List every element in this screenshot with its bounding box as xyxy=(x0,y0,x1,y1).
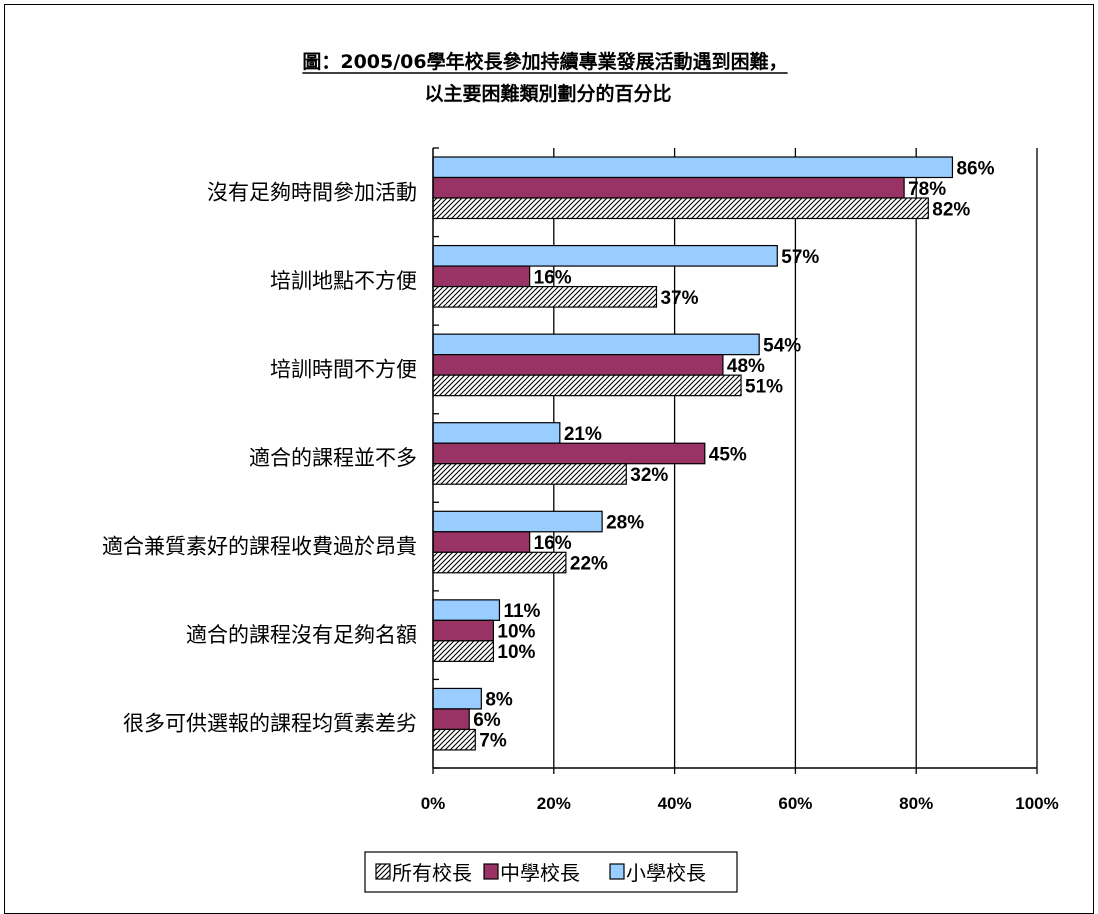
bar xyxy=(432,640,495,662)
legend-swatch xyxy=(375,863,391,880)
bar xyxy=(432,510,603,533)
x-tick-labels: 0% 20% 40% 60% 80% 100% xyxy=(421,794,1059,813)
category-label: 適合的課程沒有足夠名額 xyxy=(186,623,417,647)
category-label: 很多可供選報的課程均質素差劣 xyxy=(123,712,417,736)
data-label: 82% xyxy=(932,199,970,220)
bar xyxy=(432,156,954,179)
bar xyxy=(432,551,567,574)
x-tick-label: 80% xyxy=(899,794,933,813)
bar xyxy=(432,285,658,308)
bar xyxy=(432,333,760,356)
legend-label: 小學校長 xyxy=(626,861,706,885)
bar xyxy=(432,374,742,397)
data-label: 32% xyxy=(630,465,668,486)
chart-subtitle: 以主要困難類別劃分的百分比 xyxy=(424,82,671,105)
legend-label: 中學校長 xyxy=(500,861,580,885)
data-label: 54% xyxy=(763,335,801,356)
bar xyxy=(432,422,561,444)
bar xyxy=(432,463,627,485)
bar xyxy=(432,197,929,220)
data-label: 7% xyxy=(479,731,507,752)
category-label: 適合的課程並不多 xyxy=(249,446,417,470)
category-label: 培訓地點不方便 xyxy=(270,269,417,293)
bar xyxy=(432,442,706,465)
data-label: 16% xyxy=(534,533,572,554)
category-label: 沒有足夠時間參加活動 xyxy=(207,180,417,204)
legend-box xyxy=(364,851,738,893)
axes xyxy=(432,147,1037,769)
data-label: 37% xyxy=(660,288,698,309)
bars xyxy=(432,156,954,751)
data-label: 48% xyxy=(727,356,765,377)
x-tick-label: 0% xyxy=(421,794,446,813)
value-labels: 86% 78%82% 57% 16% 37% 54%48%51% 21% 45% 32% 28% 1… xyxy=(473,158,994,751)
x-tick-label: 40% xyxy=(658,794,692,813)
data-label: 10% xyxy=(497,642,535,663)
data-label: 21% xyxy=(564,424,602,445)
category-label: 適合兼質素好的課程收費過於昂貴 xyxy=(102,535,417,559)
bar xyxy=(432,354,724,376)
bar xyxy=(432,265,531,288)
bar xyxy=(432,176,905,199)
legend: 所有校長 中學校長 小學校長 xyxy=(364,851,738,893)
data-label: 57% xyxy=(781,247,819,268)
data-label: 51% xyxy=(745,376,783,397)
bar xyxy=(432,687,482,710)
data-label: 78% xyxy=(908,179,946,200)
data-label: 16% xyxy=(534,267,572,288)
data-label: 10% xyxy=(497,622,535,643)
bar xyxy=(432,531,531,553)
chart-title: 圖：2005/06學年校長參加持續專業發展活動遇到困難， xyxy=(302,50,787,73)
x-tick-label: 60% xyxy=(778,794,812,813)
data-label: 11% xyxy=(503,601,540,622)
bar xyxy=(432,728,476,751)
legend-swatch xyxy=(483,863,499,880)
data-label: 45% xyxy=(709,444,747,465)
legend-label: 所有校長 xyxy=(392,861,472,885)
data-label: 86% xyxy=(956,158,994,179)
x-tick-label: 100% xyxy=(1015,794,1058,813)
data-label: 6% xyxy=(473,710,501,731)
legend-swatch xyxy=(609,863,625,880)
bar xyxy=(432,599,501,621)
category-label: 培訓時間不方便 xyxy=(270,357,417,381)
data-label: 22% xyxy=(570,554,608,575)
data-label: 8% xyxy=(485,690,513,711)
data-label: 28% xyxy=(606,513,644,534)
bar xyxy=(432,708,470,731)
x-tick-label: 20% xyxy=(537,794,571,813)
category-labels: 沒有足夠時間參加活動培訓地點不方便培訓時間不方便適合的課程並不多適合兼質素好的課… xyxy=(102,180,417,735)
bar xyxy=(432,244,778,267)
bar xyxy=(432,619,495,642)
